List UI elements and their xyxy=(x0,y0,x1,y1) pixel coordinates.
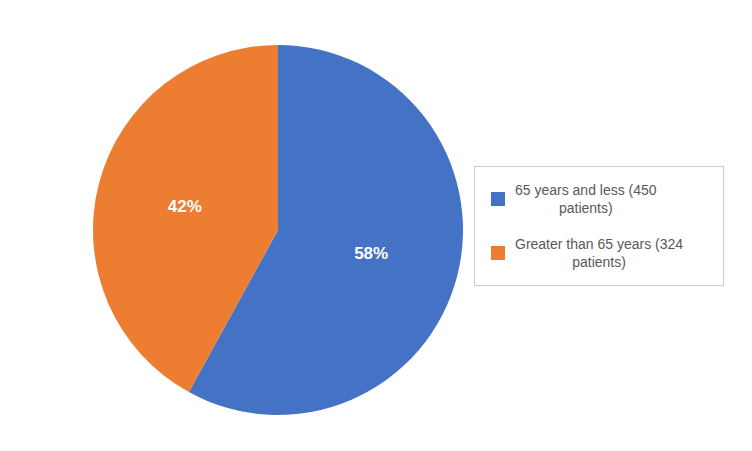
html-text:Greater than 65 years (324 pat: Greater than 65 years (324 patients) xyxy=(515,235,684,270)
svg-text:42%: 42% xyxy=(168,197,202,216)
svg-text:58%: 58% xyxy=(354,244,388,263)
html-text:65 years and less (450 patient: 65 years and less (450 patients) xyxy=(515,181,657,216)
